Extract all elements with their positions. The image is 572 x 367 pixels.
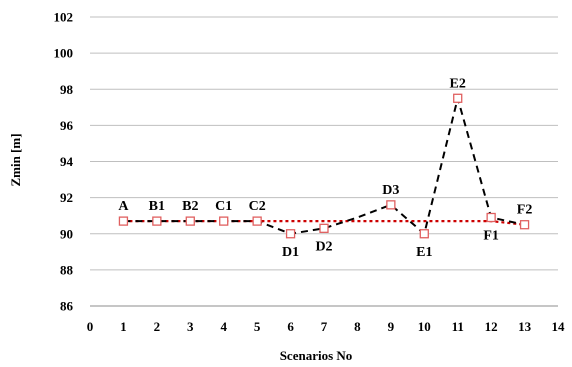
data-point-marker xyxy=(252,216,262,226)
y-axis-title: Zmin [m] xyxy=(8,133,23,186)
x-tick-label: 3 xyxy=(187,319,194,334)
point-label: C2 xyxy=(249,199,266,214)
point-label: D3 xyxy=(382,183,399,198)
x-tick-label: 13 xyxy=(518,319,532,334)
x-tick-label: 6 xyxy=(287,319,294,334)
data-point-marker xyxy=(386,200,396,210)
markers-layer xyxy=(118,93,530,239)
y-tick-label: 96 xyxy=(60,118,74,133)
point-label: E2 xyxy=(450,76,466,91)
x-tick-label: 14 xyxy=(552,319,566,334)
data-point-marker xyxy=(118,216,129,226)
point-label: B1 xyxy=(149,199,165,214)
y-tick-label: 86 xyxy=(60,299,74,314)
data-point-marker xyxy=(185,216,195,226)
y-tick-label: 88 xyxy=(60,262,74,277)
x-tick-label: 4 xyxy=(220,319,227,334)
x-tick-label: 0 xyxy=(87,319,94,334)
point-label: D1 xyxy=(282,245,299,260)
y-tick-label: 90 xyxy=(60,226,73,241)
x-tick-label: 12 xyxy=(485,319,498,334)
x-tick-label: 9 xyxy=(388,319,395,334)
point-label: B2 xyxy=(182,199,198,214)
x-tick-label: 10 xyxy=(418,319,431,334)
point-label: F2 xyxy=(517,203,533,218)
point-label: C1 xyxy=(215,199,232,214)
data-point-marker xyxy=(285,229,296,239)
x-tick-label: 2 xyxy=(154,319,161,334)
point-label: E1 xyxy=(416,245,432,260)
y-tick-label: 92 xyxy=(60,190,73,205)
point-labels-layer: A B1 B2 C1 C2 D1 D2 D3 E1 E2 F1 F2 xyxy=(118,76,532,259)
y-tick-label: 94 xyxy=(60,154,74,169)
y-tick-label: 100 xyxy=(54,46,74,61)
x-tick-label: 1 xyxy=(120,319,127,334)
data-point-marker xyxy=(152,216,162,226)
gridlines xyxy=(90,16,558,271)
data-point-marker xyxy=(519,220,530,230)
data-point-marker xyxy=(419,229,429,239)
point-label: D2 xyxy=(315,239,332,254)
data-point-marker xyxy=(219,216,229,226)
data-point-marker xyxy=(486,212,496,223)
data-point-marker xyxy=(453,93,463,103)
data-point-marker xyxy=(319,223,329,233)
x-axis-title: Scenarios No xyxy=(280,348,353,363)
x-tick-label: 11 xyxy=(452,319,464,334)
x-tick-label: 5 xyxy=(254,319,261,334)
point-label: A xyxy=(118,199,129,214)
point-label: F1 xyxy=(483,228,499,243)
x-tick-label: 7 xyxy=(321,319,328,334)
x-tick-label: 8 xyxy=(354,319,361,334)
y-tick-label: 102 xyxy=(54,10,74,25)
y-tick-label: 98 xyxy=(60,82,74,97)
